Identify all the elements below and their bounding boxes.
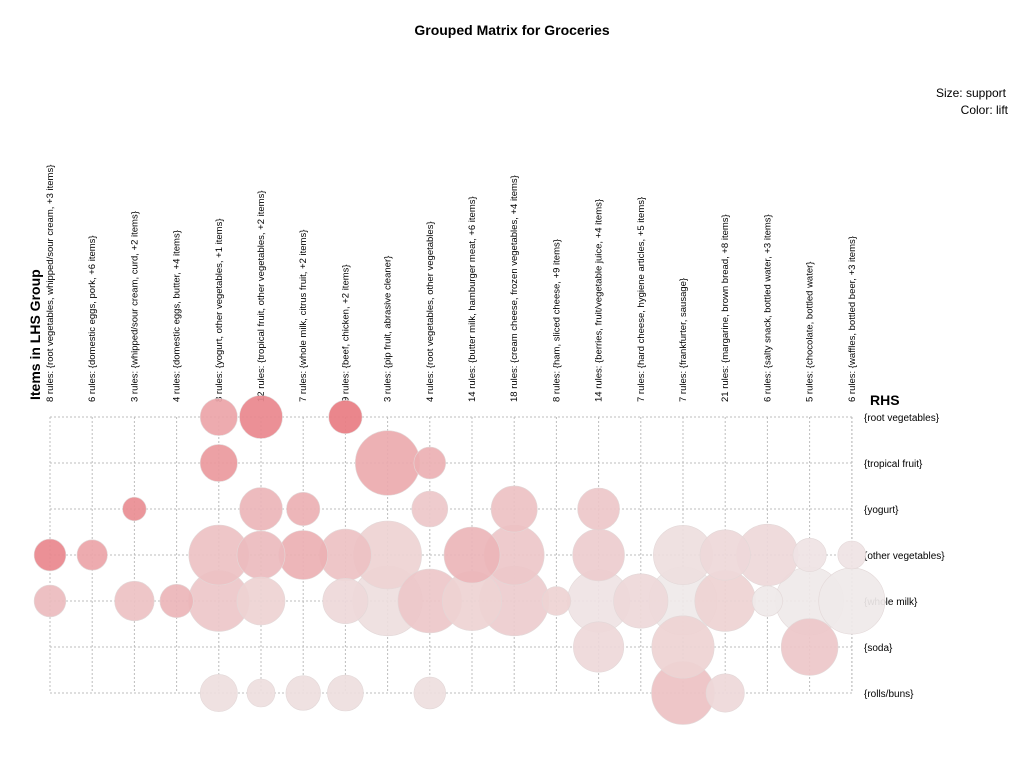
bubble-point [199,674,238,712]
bubble-point [199,444,238,482]
bubble-point [114,580,155,622]
bubble-point [33,538,67,572]
row-label: {tropical fruit} [864,459,923,470]
chart-title: Grouped Matrix for Groceries [414,22,609,38]
column-label: 8 rules: {ham, sliced cheese, +9 items} [551,239,562,402]
bubble-point [33,584,67,618]
bubble-point [751,585,783,617]
row-label: {soda} [864,643,893,654]
column-label: 6 rules: {domestic eggs, pork, +6 items} [87,235,98,402]
column-label: 21 rules: {margarine, brown bread, +8 it… [720,214,731,402]
bubble-point [328,399,363,434]
bubble-point [286,491,321,526]
bubble-point [699,529,751,581]
x-axis-title: Items in LHS Group [27,269,43,400]
bubble-point [572,528,625,582]
column-label: 4 rules: {domestic eggs, butter, +4 item… [172,230,183,402]
bubble-point [573,621,625,673]
column-label: 7 rules: {hard cheese, hygiene articles,… [636,197,647,402]
bubble-point [705,673,745,713]
bubble-point [792,537,827,572]
bubble-point [239,395,283,439]
row-label: {whole milk} [864,597,918,608]
bubble-point [413,446,446,480]
column-label: 5 rules: {chocolate, bottled water} [805,262,816,402]
row-label: {other vegetables} [864,551,945,562]
y-axis-title: RHS [870,392,900,408]
bubble-point [411,490,449,528]
column-label: 8 rules: {root vegetables, whipped/sour … [45,165,56,402]
bubble-point [443,526,501,584]
bubble-point [413,676,446,710]
column-label: 3 rules: {pip fruit, abrasive cleaner} [383,256,394,402]
bubble-point [355,430,421,496]
bubble-point [818,567,886,635]
column-label: 18 rules: {cream cheese, frozen vegetabl… [509,175,520,402]
bubble-series [33,395,886,725]
bubble-point [76,539,108,571]
bubble-point [246,678,276,708]
column-label: 6 rules: {waffles, bottled beer, +3 item… [847,236,858,402]
bubble-point [613,573,669,629]
column-label: 14 rules: {butter milk, hamburger meat, … [467,196,478,402]
row-label: {root vegetables} [864,413,940,424]
bubble-point [577,487,620,531]
legend-color-label: Color: lift [961,103,1009,117]
column-labels: 8 rules: {root vegetables, whipped/sour … [45,165,858,402]
column-label: 3 rules: {whipped/sour cream, curd, +2 i… [129,211,140,402]
bubble-point [327,674,364,712]
bubble-point [541,586,572,616]
column-label: 14 rules: {berries, fruit/vegetable juic… [594,199,605,402]
bubble-point [239,487,283,531]
column-label: 8 rules: {yogurt, other vegetables, +1 i… [214,218,225,402]
column-label: 9 rules: {beef, chicken, +2 items} [340,264,351,402]
bubble-point [159,583,194,618]
bubble-point [837,540,867,570]
bubble-point [285,675,321,711]
column-label: 7 rules: {whole milk, citrus fruit, +2 i… [298,230,309,402]
bubble-point [278,530,329,580]
legend-size-label: Size: support [936,86,1007,100]
bubble-point [236,530,286,580]
row-label: {rolls/buns} [864,689,914,700]
row-labels: {root vegetables} {tropical fruit} {yogurt… [864,413,945,700]
column-label: 12 rules: {tropical fruit, other vegetab… [256,191,267,403]
column-label: 6 rules: {salty snack, bottled water, +3… [762,214,773,402]
row-label: {yogurt} [864,505,899,516]
column-label: 4 rules: {root vegetables, other vegetab… [425,221,436,402]
bubble-point [651,615,715,679]
column-label: 7 rules: {frankfurter, sausage} [678,278,689,402]
bubble-point [199,398,238,436]
bubble-point [122,496,147,522]
bubble-point [490,485,538,533]
bubble-point [236,576,286,626]
bubble-point [322,578,369,624]
bubble-point [780,618,839,676]
